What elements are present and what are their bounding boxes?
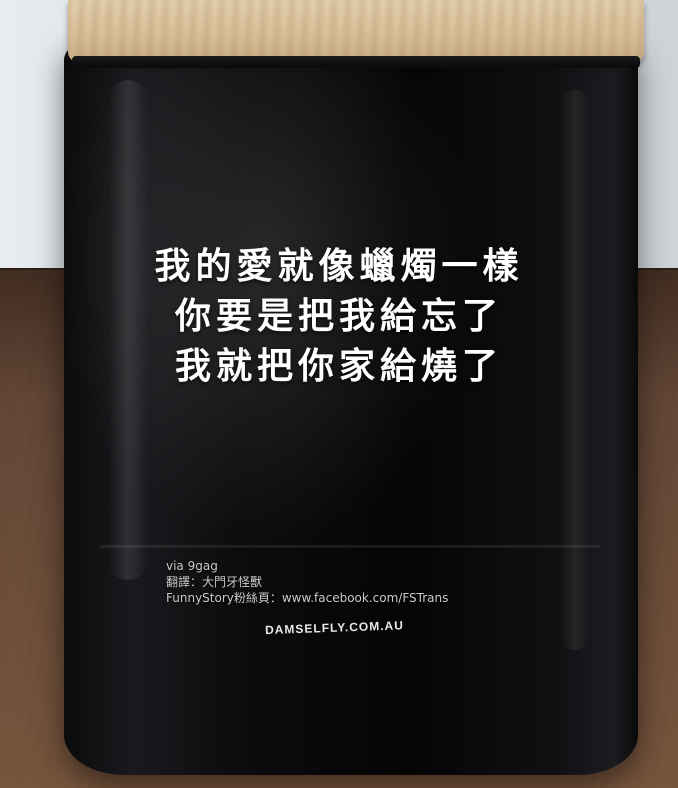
candle-jar (64, 40, 638, 775)
jar-highlight-right (560, 90, 590, 650)
caption-line-1: 我的愛就像蠟燭一樣 (154, 246, 524, 287)
credit-block: via 9gag 翻譯：大門牙怪獸 FunnyStory粉絲頁：www.face… (166, 558, 448, 606)
meme-caption: 我的愛就像蠟燭一樣 你要是把我給忘了 我就把你家給燒了 (0, 242, 678, 392)
credit-fanpage: FunnyStory粉絲頁：www.facebook.com/FSTrans (166, 591, 449, 605)
wooden-lid (68, 0, 644, 62)
credit-source: via 9gag (166, 559, 218, 573)
jar-highlight-left (108, 80, 148, 580)
caption-line-2: 你要是把我給忘了 (174, 296, 503, 337)
caption-line-3: 我就把你家給燒了 (174, 346, 503, 387)
jar-wax-line (100, 545, 600, 548)
lid-rim (72, 56, 640, 68)
credit-translator: 翻譯：大門牙怪獸 (166, 575, 263, 589)
